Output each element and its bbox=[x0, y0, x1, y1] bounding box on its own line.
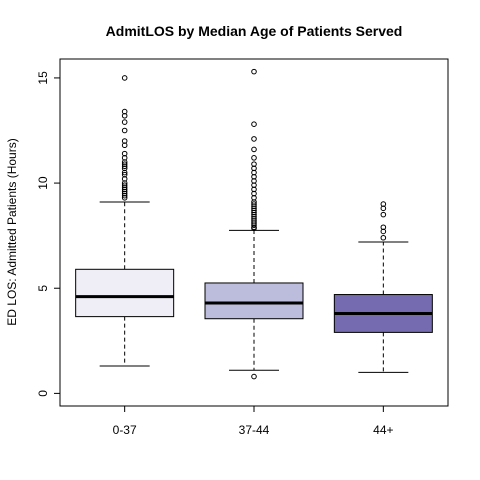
outlier-point bbox=[121, 142, 128, 149]
box-iqr bbox=[204, 282, 304, 320]
x-tick-label: 44+ bbox=[373, 423, 393, 437]
outlier-point bbox=[251, 222, 257, 228]
outlier-point bbox=[251, 121, 257, 127]
outlier-point bbox=[380, 234, 387, 241]
x-axis: 0-37 37-44 44+ bbox=[113, 405, 394, 437]
x-tick-label: 37-44 bbox=[239, 423, 270, 437]
outlier-point bbox=[251, 146, 257, 153]
outlier-point bbox=[121, 192, 128, 199]
outlier-point bbox=[121, 163, 128, 170]
outlier-point bbox=[380, 211, 387, 218]
outlier-point bbox=[380, 224, 387, 231]
x-tick-label: 0-37 bbox=[113, 423, 137, 437]
boxes-layer bbox=[75, 68, 433, 380]
chart-title: AdmitLOS by Median Age of Patients Serve… bbox=[106, 23, 403, 39]
outlier-point bbox=[121, 127, 128, 134]
outlier-point bbox=[121, 112, 128, 119]
y-tick-label: 15 bbox=[36, 71, 50, 85]
y-axis: 0 5 10 15 bbox=[36, 71, 61, 397]
box-group-37-44 bbox=[204, 68, 304, 380]
outlier-point bbox=[380, 201, 387, 207]
outlier-point bbox=[251, 155, 257, 161]
outlier-point bbox=[121, 195, 128, 201]
box-iqr bbox=[75, 268, 175, 318]
outlier-point bbox=[121, 75, 128, 81]
y-tick-label: 5 bbox=[36, 285, 50, 292]
outlier-point bbox=[251, 373, 257, 380]
box-group-44+ bbox=[333, 201, 433, 373]
outlier-point bbox=[121, 169, 128, 176]
outlier-point bbox=[251, 136, 257, 142]
outlier-point bbox=[121, 119, 128, 125]
y-axis-label: ED LOS: Admitted Patients (Hours) bbox=[5, 138, 19, 325]
outlier-point bbox=[251, 68, 257, 75]
y-tick-label: 0 bbox=[36, 390, 50, 397]
box-group-0-37 bbox=[75, 75, 175, 367]
outlier-point bbox=[251, 225, 257, 232]
y-tick-label: 10 bbox=[36, 176, 50, 190]
